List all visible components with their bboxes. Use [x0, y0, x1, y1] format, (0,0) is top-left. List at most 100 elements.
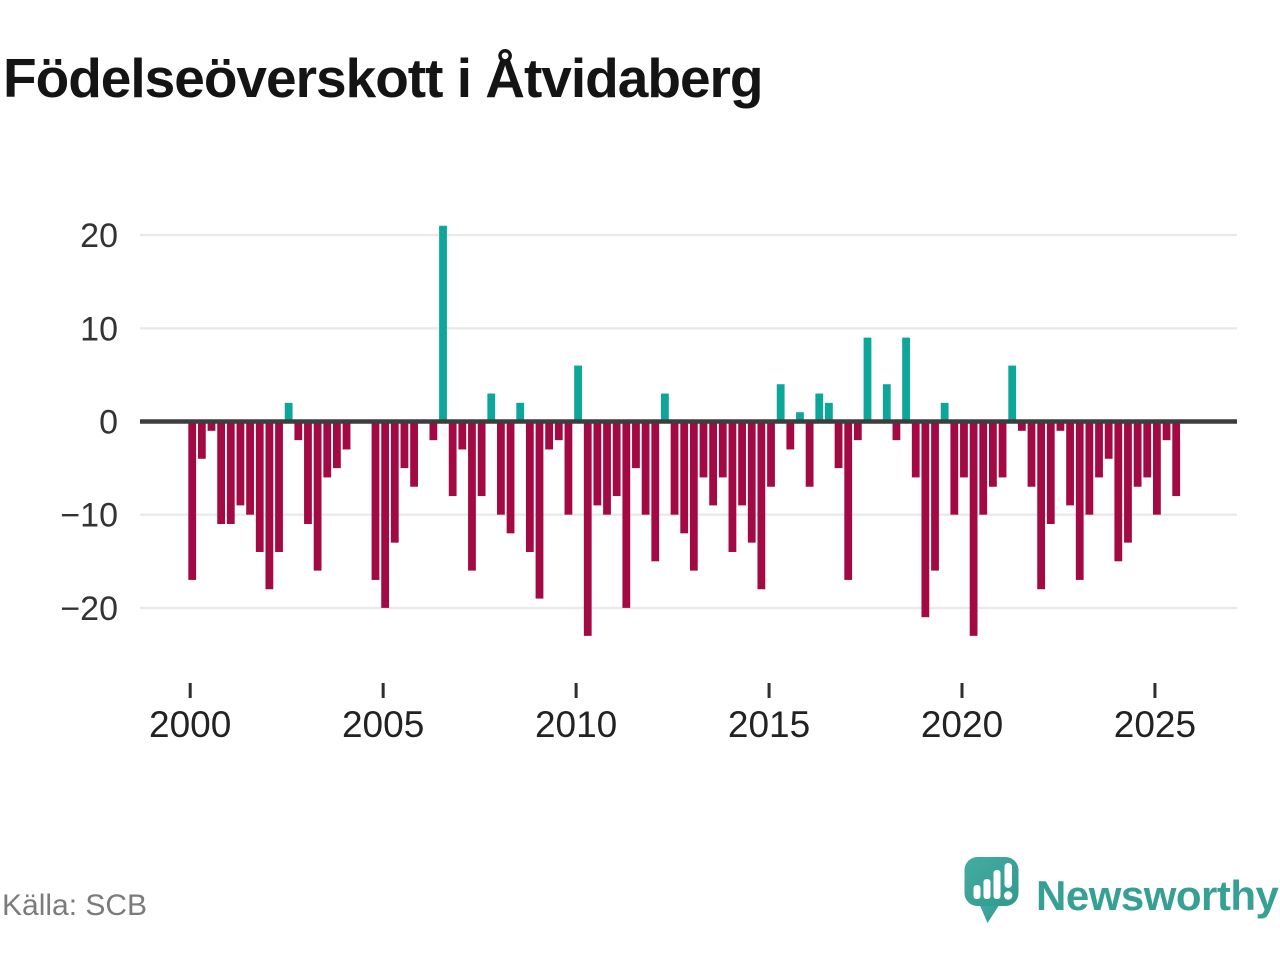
- bar-quarter-40: [574, 365, 582, 422]
- bar-quarter-15: [333, 421, 341, 469]
- bar-quarter-74: [902, 337, 910, 422]
- y-axis-label: −10: [60, 497, 118, 535]
- logo-mini-bar-3: [993, 870, 1001, 899]
- bar-quarter-80: [960, 421, 968, 478]
- bar-quarter-31: [487, 393, 496, 422]
- bar-quarter-36: [535, 421, 544, 599]
- bar-quarter-64: [805, 421, 814, 487]
- bar-quarter-72: [882, 384, 891, 422]
- bar-quarter-29: [468, 421, 476, 571]
- bar-quarter-81: [969, 421, 978, 636]
- x-axis-label: 2005: [342, 704, 424, 745]
- bar-quarter-55: [718, 421, 727, 478]
- bar-quarter-95: [1104, 421, 1113, 459]
- bar-quarter-9: [275, 421, 283, 552]
- y-axis-label: −20: [60, 590, 118, 628]
- bar-quarter-60: [767, 421, 775, 487]
- bar-quarter-4: [226, 421, 235, 525]
- bar-quarter-101: [1162, 421, 1171, 441]
- bar-quarter-57: [738, 421, 746, 506]
- bar-quarter-79: [950, 421, 959, 515]
- bar-quarter-56: [728, 421, 737, 552]
- bar-quarter-8: [265, 421, 274, 590]
- bar-quarter-39: [564, 421, 573, 515]
- bar-quarter-89: [1046, 421, 1055, 525]
- bar-quarter-7: [255, 421, 264, 552]
- x-axis-label: 2010: [535, 704, 617, 745]
- bar-quarter-51: [680, 421, 689, 534]
- bar-quarter-76: [921, 421, 930, 618]
- bar-quarter-21: [390, 421, 399, 543]
- y-axis-label: 20: [80, 217, 118, 255]
- bar-quarter-58: [747, 421, 756, 543]
- bar-quarter-93: [1085, 421, 1094, 515]
- bar-quarter-97: [1124, 421, 1132, 543]
- bar-quarter-96: [1114, 421, 1123, 562]
- bar-quarter-100: [1153, 421, 1161, 515]
- bar-quarter-42: [593, 421, 602, 506]
- bar-quarter-63: [796, 412, 804, 422]
- bar-quarter-33: [506, 421, 515, 534]
- bar-quarter-83: [989, 421, 997, 487]
- bar-quarter-14: [323, 421, 332, 478]
- bar-quarter-73: [892, 421, 901, 441]
- bar-quarter-94: [1095, 421, 1103, 478]
- bar-quarter-35: [525, 421, 534, 552]
- bar-quarter-78: [940, 402, 949, 422]
- bar-quarter-32: [497, 421, 505, 515]
- bar-quarter-69: [853, 421, 862, 441]
- bar-quarter-90: [1056, 421, 1065, 431]
- bar-quarter-99: [1143, 421, 1152, 478]
- bar-quarter-19: [371, 421, 380, 580]
- bar-quarter-54: [709, 421, 718, 506]
- newsworthy-logo-text: Newsworthy: [1036, 872, 1279, 919]
- bar-quarter-77: [931, 421, 939, 571]
- bar-quarter-91: [1066, 421, 1074, 506]
- logo-exclamation-dot: [1004, 891, 1013, 900]
- bar-quarter-2: [207, 421, 216, 431]
- bar-quarter-62: [786, 421, 795, 450]
- bar-quarter-13: [313, 421, 322, 571]
- bar-quarter-70: [863, 337, 872, 422]
- bar-quarter-68: [844, 421, 853, 580]
- bar-quarter-59: [757, 421, 766, 590]
- bar-quarter-46: [632, 421, 640, 469]
- bar-quarter-3: [217, 421, 226, 525]
- logo-mini-bar-1: [973, 885, 981, 899]
- bar-quarter-53: [699, 421, 708, 478]
- bar-quarter-6: [246, 421, 254, 515]
- bar-quarter-75: [911, 421, 920, 478]
- bar-quarter-50: [670, 421, 679, 515]
- bar-quarter-20: [381, 421, 390, 608]
- bar-quarter-86: [1017, 421, 1026, 431]
- bar-quarter-84: [998, 421, 1007, 478]
- bar-quarter-98: [1133, 421, 1142, 487]
- page-title: Födelseöverskott i Åtvidaberg: [3, 47, 764, 109]
- bar-quarter-45: [622, 421, 631, 608]
- bar-quarter-48: [651, 421, 660, 562]
- bar-quarter-88: [1037, 421, 1046, 590]
- bar-quarter-25: [429, 421, 438, 441]
- logo-bubble-tail: [978, 902, 1001, 923]
- bar-quarter-27: [448, 421, 457, 497]
- bar-quarter-67: [834, 421, 843, 469]
- bar-quarter-12: [304, 421, 312, 525]
- newsworthy-logo: Newsworthy: [962, 856, 1279, 926]
- bar-quarter-0: [188, 421, 197, 580]
- bar-quarter-5: [236, 421, 245, 506]
- x-axis-label: 2015: [728, 704, 810, 745]
- bar-quarter-34: [516, 402, 525, 422]
- bar-quarter-52: [689, 421, 698, 571]
- bar-quarter-38: [554, 421, 563, 441]
- bar-quarter-44: [612, 421, 621, 497]
- logo-exclamation-stroke: [1004, 863, 1012, 888]
- bar-quarter-87: [1027, 421, 1036, 487]
- bar-quarter-30: [477, 421, 486, 497]
- bar-quarter-66: [825, 402, 833, 422]
- bar-quarter-28: [458, 421, 467, 450]
- bar-quarter-16: [342, 421, 351, 450]
- bar-quarter-47: [641, 421, 650, 515]
- bar-quarter-41: [583, 421, 592, 636]
